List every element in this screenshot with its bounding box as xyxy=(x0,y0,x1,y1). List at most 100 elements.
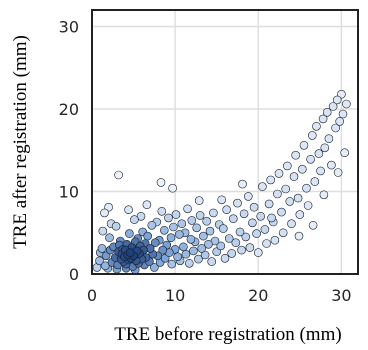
data-point xyxy=(194,196,204,205)
data-point xyxy=(312,122,321,131)
data-point xyxy=(319,190,329,200)
data-point xyxy=(278,228,288,238)
data-point xyxy=(244,192,253,201)
data-point xyxy=(166,233,176,242)
data-point xyxy=(270,235,280,245)
data-point xyxy=(289,172,299,181)
data-point xyxy=(285,197,295,206)
data-point xyxy=(216,241,226,251)
x-tick-label: 0 xyxy=(87,286,97,305)
data-point xyxy=(157,207,167,216)
data-point xyxy=(297,164,307,174)
data-point xyxy=(322,108,332,117)
data-point xyxy=(202,216,211,226)
y-tick-label: 0 xyxy=(69,265,79,284)
data-point xyxy=(258,182,267,191)
data-point xyxy=(233,198,242,208)
data-point xyxy=(237,245,246,255)
data-point xyxy=(337,89,346,99)
data-point xyxy=(229,214,238,223)
data-point xyxy=(114,170,123,180)
data-point xyxy=(316,166,325,176)
data-point xyxy=(160,226,169,235)
data-point xyxy=(209,208,218,218)
y-axis-label: TRE after registration (mm) xyxy=(10,35,31,249)
data-point xyxy=(332,95,342,105)
x-axis-label: TRE before registration (mm) xyxy=(114,324,341,345)
data-point xyxy=(204,240,213,249)
data-point xyxy=(101,261,110,271)
data-point xyxy=(175,230,184,239)
data-point xyxy=(293,193,303,203)
data-point xyxy=(105,233,114,242)
data-point xyxy=(238,179,247,189)
data-point xyxy=(273,189,282,199)
data-point xyxy=(303,201,313,210)
data-point xyxy=(147,221,157,230)
data-point xyxy=(111,221,121,231)
data-point xyxy=(274,169,284,178)
data-point xyxy=(219,224,228,233)
data-point xyxy=(340,148,350,157)
data-point xyxy=(248,218,257,228)
data-point xyxy=(194,254,203,264)
data-point xyxy=(342,99,351,109)
data-point xyxy=(125,248,135,257)
data-point xyxy=(168,183,177,193)
data-point xyxy=(338,109,348,119)
data-point xyxy=(227,249,236,258)
x-tick-label: 20 xyxy=(248,286,268,305)
data-point xyxy=(256,212,266,221)
y-tick-label: 20 xyxy=(59,100,79,119)
data-point xyxy=(130,215,139,224)
data-point xyxy=(320,143,330,153)
data-point xyxy=(318,114,328,124)
data-point xyxy=(183,204,192,214)
data-point xyxy=(235,227,245,237)
data-point xyxy=(217,195,226,205)
data-point xyxy=(222,205,231,214)
data-point xyxy=(245,243,255,252)
data-point xyxy=(328,102,338,111)
data-point xyxy=(252,229,261,238)
data-point xyxy=(97,244,107,253)
data-point xyxy=(306,155,315,164)
x-tick-label: 10 xyxy=(165,286,185,305)
data-point xyxy=(333,168,343,177)
data-point xyxy=(150,238,160,247)
data-point xyxy=(181,249,191,259)
data-point xyxy=(295,210,305,219)
data-point xyxy=(281,184,291,194)
data-point xyxy=(239,209,249,219)
data-point xyxy=(287,219,296,228)
data-point xyxy=(212,247,221,256)
data-point xyxy=(197,244,206,253)
data-point xyxy=(187,216,197,225)
data-point xyxy=(220,253,230,263)
data-point xyxy=(335,117,345,126)
data-point xyxy=(199,231,208,241)
data-point xyxy=(260,225,270,234)
data-point xyxy=(282,161,292,171)
y-tick-label: 10 xyxy=(59,183,79,202)
data-point xyxy=(185,258,194,268)
data-point xyxy=(302,183,311,193)
data-point xyxy=(189,246,198,256)
data-point xyxy=(98,226,108,236)
data-point xyxy=(314,149,324,158)
data-point xyxy=(299,141,309,150)
data-point xyxy=(124,205,133,214)
data-point xyxy=(186,235,196,244)
data-point xyxy=(158,245,167,255)
data-point xyxy=(101,251,111,261)
data-point xyxy=(267,213,276,223)
data-point xyxy=(231,238,241,247)
data-point xyxy=(150,263,159,272)
data-point xyxy=(277,207,286,217)
x-tick-labels: 0 10 20 30 xyxy=(87,286,352,305)
data-point xyxy=(164,213,173,223)
data-point xyxy=(253,248,263,257)
data-point xyxy=(100,208,109,218)
data-point xyxy=(173,252,182,262)
data-point xyxy=(264,199,274,209)
